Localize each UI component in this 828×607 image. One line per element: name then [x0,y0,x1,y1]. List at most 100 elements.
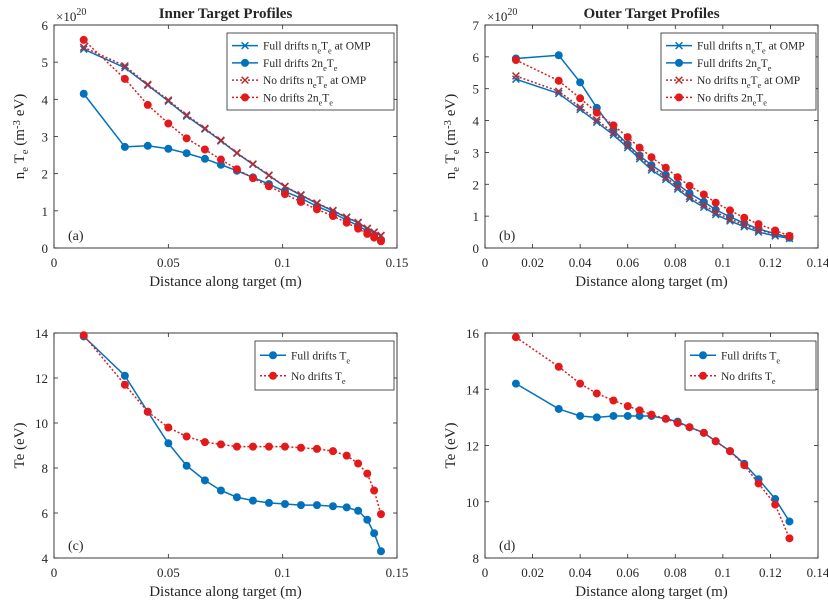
data-point [376,237,385,246]
x-tick-label: 0.08 [664,255,687,270]
data-point [635,152,644,161]
x-tick-label: 0.1 [275,255,291,270]
chart-panel-3: 0 0.02 0.04 0.06 0.08 0.1 0.12 0.14 8 10 12 14 16 Dis… [443,326,828,600]
x-tick-label: 0.06 [616,565,639,580]
y-axis-label: ne Te (m-3 eV) [442,94,462,179]
legend-entry: Full drifts Te [291,350,350,365]
data-point [216,136,225,145]
data-point [725,447,734,456]
data-point [511,72,520,80]
data-point [740,213,749,222]
chart-title: Outer Target Profiles [583,6,719,22]
chart-panel-2: 0 0.05 0.1 0.15 4 6 8 10 12 14 Distance along targ… [12,326,408,600]
legend-entry: No drifts Te [721,371,776,386]
data-point [312,444,321,453]
data-point [120,142,129,151]
data-point [342,451,351,460]
data-point [264,498,273,507]
data-point [363,469,372,478]
data-point [685,181,694,190]
y-tick-label: 2 [473,177,480,192]
panel-label: (a) [68,229,84,244]
data-point [280,499,289,508]
data-point [79,331,88,340]
data-point [370,529,379,538]
y-tick-label: 8 [473,551,480,566]
y-tick-label: 1 [473,209,480,224]
data-point [785,231,794,240]
y-tick-label: 6 [473,50,480,65]
x-axis-label: Distance along target (m) [149,584,302,600]
data-point [363,515,372,524]
data-point [740,220,749,229]
data-point [754,226,763,235]
data-point [647,410,656,419]
data-point [623,411,632,420]
x-tick-label: 0.02 [521,565,544,580]
legend-entry: Full drifts neTe at OMP [697,41,805,56]
x-tick-label: 0.08 [664,565,687,580]
legend-marker [268,351,277,360]
legend: Full drifts neTe at OMP Full drifts 2neTe… [660,32,817,111]
chart-panel-1: 0 0.02 0.04 0.06 0.08 0.1 0.12 0.14 0 1 2 3 4 5 6 7 ×102… [442,6,828,290]
data-point [576,103,585,112]
data-point [120,74,129,83]
data-point [200,145,209,154]
data-point [754,479,763,488]
x-axis-label: Distance along target (m) [575,274,728,290]
data-point [264,442,273,451]
legend-entry: Full drifts 2neTe [263,58,338,73]
legend-entry: No drifts neTe at OMP [263,75,366,90]
data-point [711,208,720,217]
legend-entry: No drifts Te [291,371,346,386]
x-axis-label: Distance along target (m) [575,584,728,600]
data-point [312,205,321,214]
data-point [647,153,656,162]
x-tick-label: 0.1 [715,565,731,580]
legend-marker [268,371,277,380]
panel-label: (c) [68,539,84,554]
legend: Full drifts neTe at OMP Full drifts 2neTe… [226,32,395,111]
data-point [363,224,372,233]
data-point [313,199,321,207]
data-point [342,218,351,227]
data-point [376,547,385,556]
x-tick-label: 0.15 [386,255,409,270]
y-multiplier-label: ×1020 [56,7,86,24]
data-point [576,78,585,87]
x-tick-label: 0.12 [759,565,782,580]
data-point [249,160,257,168]
data-point [79,89,88,98]
data-point [79,43,88,52]
legend: Full drifts Te No drifts Te [254,340,395,391]
data-point [711,437,720,446]
data-point [264,182,273,191]
data-point [363,229,372,238]
data-point [296,197,305,206]
data-point [699,428,708,437]
legend-marker [675,93,684,102]
y-tick-label: 4 [42,92,49,107]
legend-entry: Full drifts 2neTe [697,58,772,73]
y-tick-label: 4 [42,551,49,566]
data-point [200,438,209,447]
data-point [233,148,241,157]
data-point [328,447,337,456]
data-point [511,56,520,65]
data-point [281,182,289,191]
y-axis-label: ne Te (m-3 eV) [11,94,31,179]
y-tick-label: 1 [42,204,49,219]
data-point [79,45,88,54]
data-point [248,174,257,183]
data-point [511,379,520,388]
y-tick-label: 3 [473,145,480,160]
x-tick-label: 0 [51,255,58,270]
y-tick-label: 7 [473,18,480,33]
y-tick-label: 2 [42,167,49,182]
data-point [661,173,670,182]
data-point [609,121,618,130]
y-tick-label: 8 [42,461,49,476]
data-point [143,80,152,89]
chart-panel-0: 0 0.05 0.1 0.15 0 1 2 3 4 5 6 ×1020 Inner Target Pro… [11,6,408,290]
